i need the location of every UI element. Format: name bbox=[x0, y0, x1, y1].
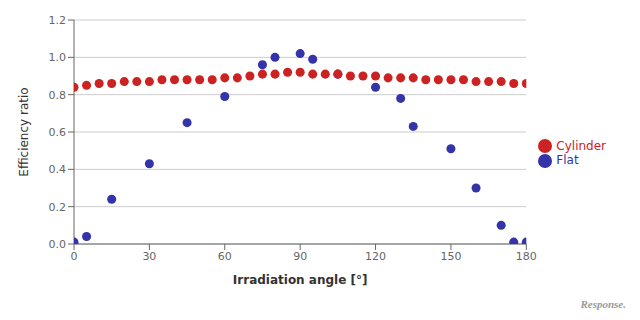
svg-text:120: 120 bbox=[365, 250, 386, 263]
html-text:Flat: Flat bbox=[556, 153, 579, 167]
svg-text:60: 60 bbox=[218, 250, 232, 263]
svg-text:0.0: 0.0 bbox=[49, 238, 67, 251]
svg-text:Irradiation angle [°]: Irradiation angle [°] bbox=[233, 273, 368, 287]
svg-text:0.6: 0.6 bbox=[49, 126, 67, 139]
html-text:Cylinder: Cylinder bbox=[556, 138, 606, 153]
svg-text:90: 90 bbox=[293, 250, 307, 263]
html-text:Response.: Response. bbox=[580, 298, 626, 310]
svg-text:0.4: 0.4 bbox=[49, 163, 67, 176]
svg-text:0.8: 0.8 bbox=[49, 89, 67, 102]
svg-text:1.2: 1.2 bbox=[49, 14, 67, 27]
svg-text:0: 0 bbox=[71, 250, 78, 263]
svg-text:1.0: 1.0 bbox=[49, 51, 67, 64]
svg-text:0.2: 0.2 bbox=[49, 201, 67, 214]
svg-text:180: 180 bbox=[516, 250, 537, 263]
svg-text:Efficiency ratio: Efficiency ratio bbox=[17, 87, 31, 176]
svg-text:150: 150 bbox=[440, 250, 461, 263]
svg-text:30: 30 bbox=[142, 250, 156, 263]
